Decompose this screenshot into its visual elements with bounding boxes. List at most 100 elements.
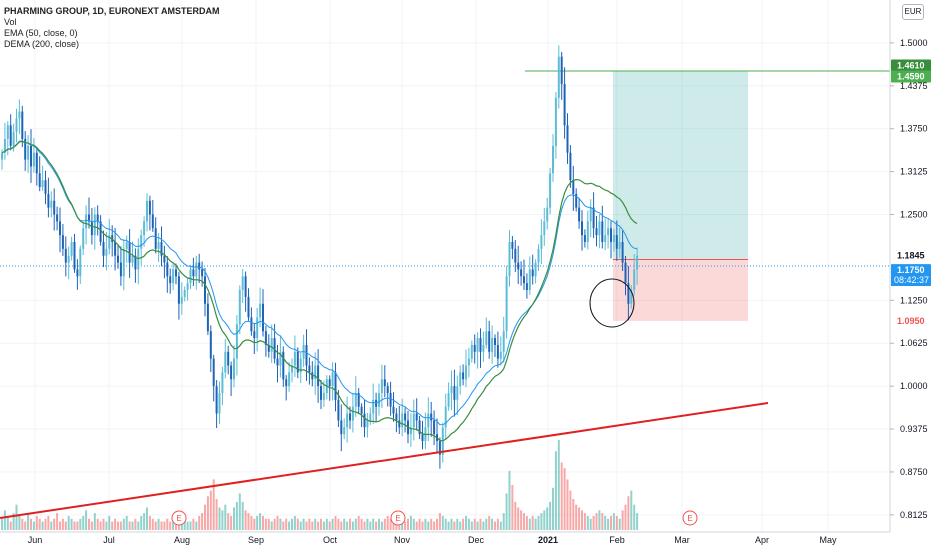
candle-body: [160, 241, 163, 256]
candle-body: [56, 214, 59, 222]
candle-body: [491, 338, 494, 352]
candle-body: [383, 379, 386, 387]
volume-bar: [50, 521, 53, 530]
candle-body: [389, 392, 392, 407]
price-label-entry-bg: [891, 249, 931, 262]
candle-body: [618, 241, 621, 249]
volume-bar: [444, 518, 447, 530]
volume-bar: [572, 499, 575, 530]
candle-body: [447, 392, 450, 407]
candle-body: [331, 372, 334, 387]
currency-button[interactable]: EUR: [902, 4, 924, 20]
volume-bar: [235, 501, 238, 530]
candle-body: [505, 276, 508, 332]
volume-bar: [108, 515, 111, 530]
volume-bar: [296, 518, 299, 530]
candle-body: [282, 351, 285, 380]
candle-body: [560, 56, 563, 85]
candle-body: [233, 358, 235, 380]
candle-body: [351, 406, 354, 421]
candle-body: [615, 235, 618, 249]
candle-body: [128, 241, 131, 263]
volume-bar: [38, 518, 41, 530]
volume-bar: [215, 499, 218, 530]
volume-bar: [259, 513, 262, 530]
candle-body: [108, 235, 111, 249]
candle-body: [82, 228, 85, 249]
volume-bar: [398, 521, 401, 530]
volume-bar: [375, 521, 378, 530]
volume-bar: [221, 510, 224, 530]
volume-bar: [73, 521, 76, 530]
volume-bar: [581, 510, 583, 530]
volume-bar: [125, 515, 128, 530]
candle-body: [131, 255, 134, 263]
candle-body: [427, 413, 430, 428]
volume-bar: [320, 518, 322, 530]
volume-bar: [325, 518, 328, 530]
volume-bar: [491, 518, 494, 530]
candle-body: [250, 317, 253, 332]
candle-body: [47, 193, 50, 208]
candle-body: [499, 351, 502, 359]
candle-body: [636, 255, 639, 270]
volume-bar: [633, 504, 636, 530]
candle-body: [514, 248, 517, 263]
earnings-marker[interactable]: E: [171, 510, 187, 526]
volume-bar: [288, 521, 291, 530]
earnings-marker[interactable]: E: [682, 510, 698, 526]
y-tick-label: 0.8125: [900, 510, 928, 520]
volume-bar: [520, 510, 523, 530]
price-label-target-bg: [891, 70, 931, 83]
candle-body: [224, 351, 227, 373]
candle-body: [566, 125, 569, 153]
y-tick-label: 1.5000: [900, 38, 928, 48]
candle-body: [621, 241, 624, 263]
candle-body: [456, 386, 459, 400]
candle-body: [53, 200, 56, 215]
candle-body: [589, 207, 592, 222]
candle-body: [285, 379, 288, 387]
candle-body: [247, 296, 250, 318]
candle-body: [320, 386, 322, 400]
candle-body: [346, 413, 349, 428]
volume-bar: [172, 521, 175, 530]
volume-bar: [15, 504, 18, 530]
volume-bar: [546, 507, 549, 530]
y-tick-label: 1.0000: [900, 381, 928, 391]
price-label-entry: 1.1845: [897, 250, 925, 260]
volume-bar: [372, 518, 375, 530]
candle-body: [314, 365, 317, 380]
candle-body: [317, 365, 320, 387]
candle-body: [543, 221, 546, 236]
volume-bar: [247, 513, 250, 530]
price-axis: 1.5000 1.4375 1.3750 1.3125 1.2500 1.1250 1.06…: [889, 0, 932, 550]
candle-body: [221, 372, 224, 393]
volume-bar: [383, 518, 386, 530]
candle-body: [467, 358, 470, 366]
dema-line: [1, 140, 638, 442]
support-trendline: [0, 402, 769, 519]
candle-body: [30, 145, 32, 167]
candle-body: [12, 132, 15, 146]
candle-body: [357, 392, 360, 407]
volume-bar: [598, 510, 601, 530]
volume-bar: [380, 521, 383, 530]
volume-bar: [241, 501, 244, 530]
volume-histogram: [1, 440, 639, 530]
candle-body: [270, 338, 273, 352]
earnings-marker-label: E: [395, 514, 400, 523]
volume-bar: [630, 490, 633, 530]
volume-bar: [204, 504, 206, 530]
volume-bar: [427, 521, 430, 530]
volume-bar: [285, 518, 288, 530]
candle-body: [163, 255, 166, 263]
earnings-marker[interactable]: E: [390, 510, 406, 526]
volume-bar: [351, 521, 354, 530]
volume-bar: [61, 518, 64, 530]
volume-bar: [157, 518, 160, 530]
candle-body: [450, 386, 453, 393]
candle-body: [633, 269, 636, 291]
y-tick-label: 0.9375: [900, 424, 928, 434]
